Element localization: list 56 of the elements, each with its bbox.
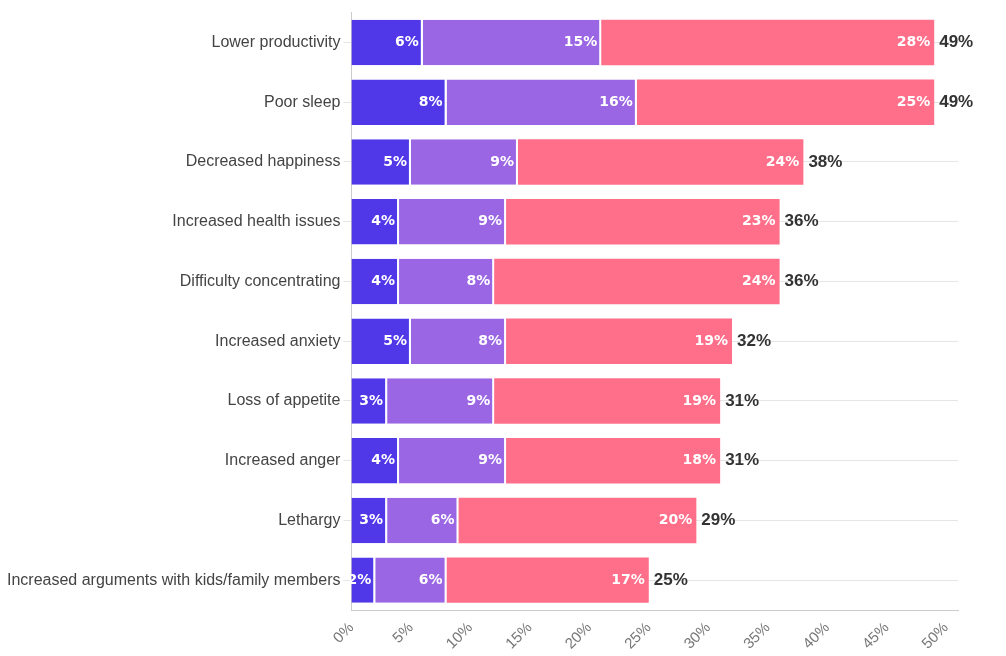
data-label: 9% — [478, 451, 503, 468]
data-label: 16% — [599, 92, 633, 109]
data-label: 19% — [682, 391, 717, 408]
data-label: 4% — [371, 272, 396, 289]
data-label: 23% — [742, 212, 776, 229]
data-label: 8% — [478, 331, 503, 348]
data-label: 25% — [896, 92, 931, 109]
x-tick-label: 0% — [329, 618, 357, 646]
data-label: 4% — [371, 212, 396, 229]
data-label: 9% — [466, 391, 491, 408]
data-label: 24% — [765, 152, 800, 169]
data-label: 9% — [478, 212, 503, 229]
y-tick-label: Increased anxiety — [215, 331, 341, 349]
total-label: 29% — [701, 510, 736, 530]
x-tick-label: 45% — [858, 618, 892, 652]
y-tick-label: Lower productivity — [211, 32, 341, 50]
data-label: 15% — [563, 33, 598, 50]
total-label: 25% — [653, 569, 688, 589]
x-tick-label: 40% — [798, 618, 833, 652]
data-label: 6% — [395, 33, 419, 50]
x-tick-label: 50% — [917, 618, 952, 652]
total-label: 31% — [725, 450, 760, 470]
data-label: 5% — [383, 152, 407, 169]
y-tick-label: Lethargy — [278, 510, 341, 528]
data-label: 3% — [359, 511, 384, 528]
data-label: 5% — [383, 331, 407, 348]
data-label: 3% — [359, 391, 384, 408]
y-tick-label: Decreased happiness — [185, 152, 341, 170]
data-label: 8% — [466, 272, 491, 289]
data-label: 18% — [682, 451, 717, 468]
total-label: 31% — [725, 390, 760, 410]
data-label: 28% — [896, 33, 931, 50]
total-label: 38% — [808, 151, 843, 171]
data-label: 4% — [371, 451, 396, 468]
y-tick-label: Increased anger — [224, 451, 342, 469]
y-tick-label: Difficulty concentrating — [179, 271, 341, 289]
y-tick-label: Poor sleep — [263, 92, 341, 110]
data-label: 24% — [742, 272, 776, 289]
x-tick-label: 5% — [388, 618, 416, 646]
y-tick-label: Increased arguments with kids/family members — [7, 570, 341, 588]
total-label: 36% — [784, 211, 819, 231]
y-tick-label: Loss of appetite — [227, 391, 341, 409]
total-label: 32% — [737, 330, 772, 350]
data-label: 20% — [658, 511, 693, 528]
y-tick-label: Increased health issues — [172, 212, 341, 230]
x-tick-label: 35% — [739, 618, 773, 652]
data-label: 6% — [418, 570, 443, 587]
data-label: 8% — [418, 92, 443, 109]
total-label: 49% — [939, 32, 974, 52]
x-tick-label: 30% — [680, 618, 714, 652]
total-label: 49% — [939, 91, 974, 111]
data-label: 9% — [490, 152, 514, 169]
data-label: 19% — [694, 331, 729, 348]
data-label: 6% — [430, 511, 455, 528]
data-label: 17% — [611, 570, 645, 587]
total-label: 36% — [784, 271, 819, 291]
